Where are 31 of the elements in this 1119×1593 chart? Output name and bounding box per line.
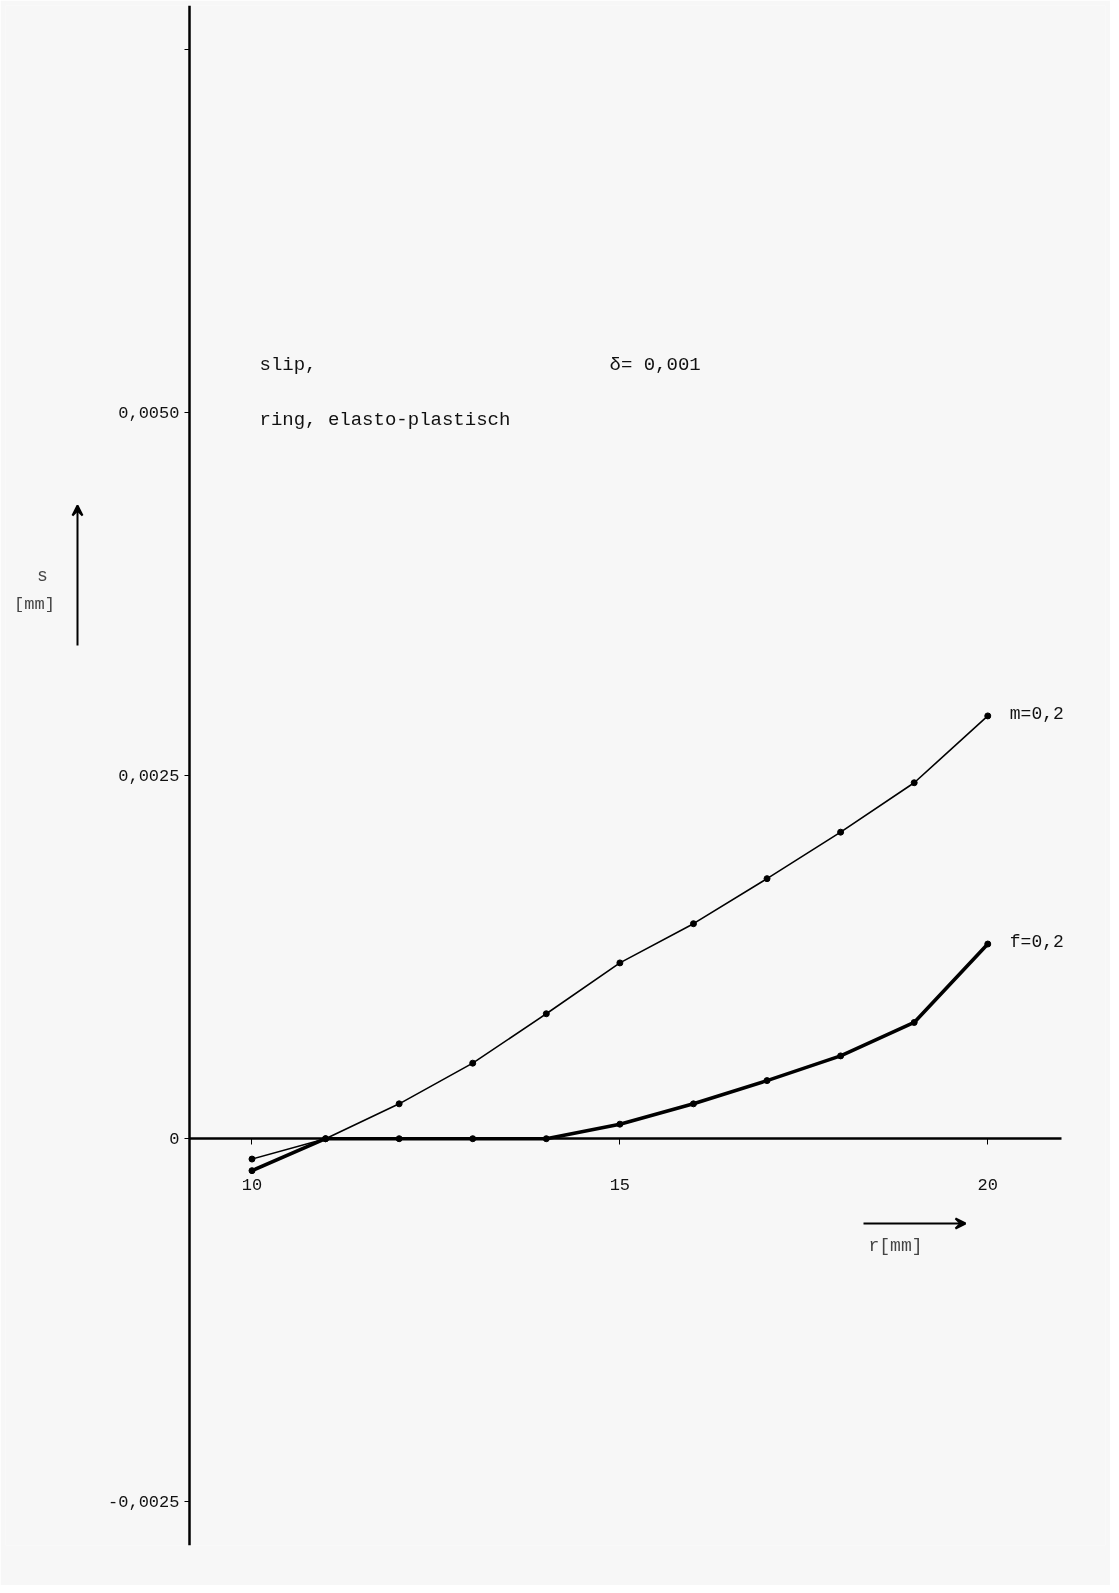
y-axis-title: s [mm] — [14, 565, 55, 614]
point — [910, 1018, 918, 1026]
x-axis-title: r[mm] — [868, 1235, 923, 1256]
y-tick-label: 0,0025 — [118, 767, 180, 786]
series-label: f=0,2 — [1009, 932, 1064, 953]
y-tick-label: 0 — [169, 1130, 180, 1150]
point — [395, 1100, 403, 1108]
x-tick-label: 15 — [609, 1175, 631, 1195]
y-tick-label: -0,0025 — [108, 1493, 180, 1513]
y-tick-label: 0,0050 — [118, 403, 180, 423]
series-label: m=0,2 — [1009, 703, 1064, 724]
point — [542, 1010, 550, 1018]
point — [910, 779, 918, 787]
x-tick-label: 10 — [241, 1175, 263, 1195]
point — [248, 1155, 256, 1163]
point — [763, 1077, 771, 1085]
x-tick-label: 20 — [977, 1175, 998, 1195]
annotation: slip, — [259, 353, 317, 376]
point — [689, 1100, 697, 1108]
point — [984, 940, 992, 948]
point — [469, 1059, 477, 1067]
annotation: ring, elasto-plastisch — [259, 408, 511, 431]
point — [837, 1052, 845, 1060]
point — [837, 828, 845, 836]
point — [616, 959, 624, 967]
point — [248, 1167, 256, 1175]
point — [763, 875, 771, 883]
point — [984, 712, 992, 720]
annotation: δ= 0,001 — [609, 353, 701, 376]
point — [689, 920, 697, 928]
point — [616, 1120, 624, 1128]
